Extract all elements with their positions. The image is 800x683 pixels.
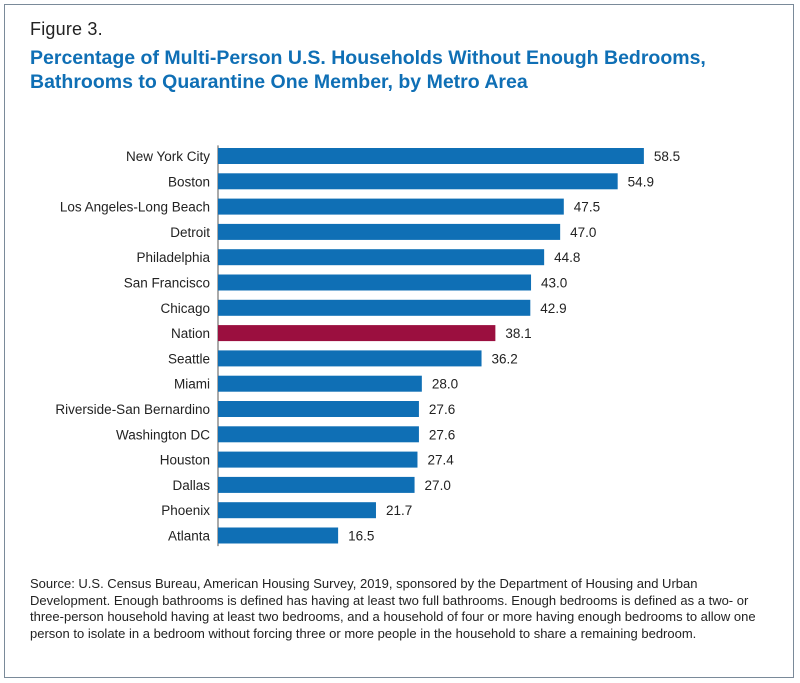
figure-label: Figure 3. [30, 19, 103, 39]
chart-title-line-1: Percentage of Multi-Person U.S. Househol… [30, 47, 706, 69]
chart-title: Percentage of Multi-Person U.S. Househol… [30, 46, 770, 94]
chart-title-line-2: Bathrooms to Quarantine One Member, by M… [30, 71, 528, 93]
figure-frame [4, 4, 794, 678]
source-note: Source: U.S. Census Bureau, American Hou… [30, 576, 756, 641]
